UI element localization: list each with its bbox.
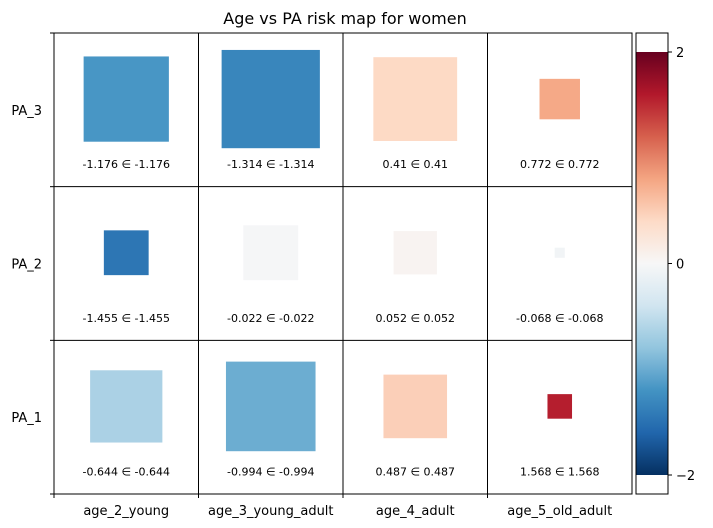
colorbar-tick-label: −2: [676, 469, 695, 484]
x-tick-label: age_2_young: [83, 504, 169, 519]
cell-square-PA_2-age_3_young_adult: [243, 225, 299, 281]
cell-label-PA_3-age_3_young_adult: -1.314 ∈ -1.314: [227, 158, 315, 171]
y-tick-label: PA_2: [11, 258, 42, 273]
y-tick-label: PA_3: [11, 104, 42, 119]
cell-label-PA_2-age_5_old_adult: -0.068 ∈ -0.068: [516, 312, 604, 325]
cell-square-PA_3-age_4_adult: [373, 57, 458, 141]
cell-label-PA_2-age_4_adult: 0.052 ∈ 0.052: [375, 312, 455, 325]
x-axis: age_2_young age_3_young_adult age_4_adult a…: [53, 494, 612, 519]
cell-square-PA_1-age_3_young_adult: [225, 361, 316, 452]
cell-square-PA_2-age_2_young: [103, 230, 149, 276]
cell-square-PA_3-age_3_young_adult: [221, 49, 320, 149]
x-tick-label: age_5_old_adult: [507, 504, 612, 519]
x-tick-label: age_4_adult: [376, 504, 455, 519]
cell-label-PA_2-age_3_young_adult: -0.022 ∈ -0.022: [227, 312, 315, 325]
cell-square-PA_2-age_5_old_adult: [554, 247, 565, 258]
cell-square-PA_1-age_2_young: [90, 370, 163, 443]
cell-square-PA_3-age_5_old_adult: [539, 78, 580, 120]
cell-square-PA_1-age_5_old_adult: [547, 394, 573, 419]
chart-title: Age vs PA risk map for women: [223, 9, 466, 28]
y-tick-label: PA_1: [11, 411, 42, 426]
colorbar-tick-label: 2: [676, 46, 684, 61]
colorbar-tick-label: 0: [676, 258, 684, 273]
cell-square-PA_3-age_2_young: [83, 56, 169, 142]
cell-label-PA_1-age_4_adult: 0.487 ∈ 0.487: [375, 466, 455, 479]
cell-label-PA_1-age_3_young_adult: -0.994 ∈ -0.994: [227, 466, 315, 479]
cell-label-PA_3-age_2_young: -1.176 ∈ -1.176: [83, 158, 171, 171]
y-axis: PA_3 PA_2 PA_1: [11, 32, 54, 495]
colorbar-gradient: [636, 52, 668, 475]
cell-label-PA_1-age_5_old_adult: 1.568 ∈ 1.568: [520, 466, 600, 479]
cell-label-PA_3-age_4_adult: 0.41 ∈ 0.41: [382, 158, 448, 171]
colorbar: 2 0 −2: [635, 32, 695, 495]
x-tick-label: age_3_young_adult: [208, 504, 334, 519]
cell-label-PA_1-age_2_young: -0.644 ∈ -0.644: [83, 466, 171, 479]
cell-label-PA_3-age_5_old_adult: 0.772 ∈ 0.772: [520, 158, 600, 171]
heatmap-cells: -1.176 ∈ -1.176 -1.314 ∈ -1.314 0.41 ∈ 0.4…: [83, 49, 604, 479]
cell-label-PA_2-age_2_young: -1.455 ∈ -1.455: [83, 312, 171, 325]
cell-square-PA_2-age_4_adult: [393, 231, 437, 275]
cell-square-PA_1-age_4_adult: [383, 374, 448, 439]
